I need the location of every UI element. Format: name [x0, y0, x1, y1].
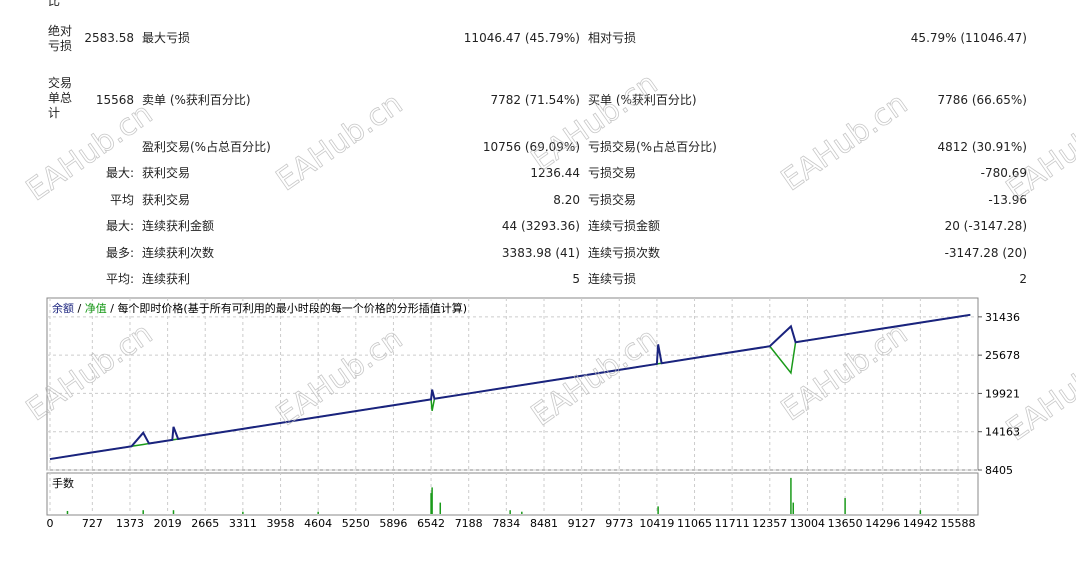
stats-cell: 2583.58 [84, 31, 134, 45]
stats-cell: 获利交易 [142, 193, 191, 207]
stats-cell: 亏损交易 [588, 166, 637, 180]
stats-cell: 7786 (66.65%) [937, 93, 1027, 107]
x-tick-label: 11065 [677, 517, 712, 530]
y-tick-label: 8405 [985, 464, 1013, 477]
x-tick-label: 12357 [752, 517, 787, 530]
x-tick-label: 10419 [639, 517, 674, 530]
stats-cell: 亏损交易 [588, 193, 637, 207]
stats-cell: 最大: [105, 219, 134, 233]
x-tick-label: 2019 [154, 517, 182, 530]
volume-label: 手数 [52, 476, 74, 490]
stats-cell: 4812 (30.91%) [937, 140, 1027, 154]
legend-note: 每个即时价格(基于所有可利用的最小时段的每一个价格的分形插值计算) [117, 301, 467, 315]
x-tick-label: 7188 [455, 517, 483, 530]
stats-cell: 交易 单总 计 [48, 76, 73, 120]
x-tick-label: 1373 [116, 517, 144, 530]
stats-cell: 1236.44 [530, 166, 580, 180]
legend-sep: / [110, 302, 114, 315]
stats-cell: 7782 (71.54%) [490, 93, 580, 107]
main-panel [46, 297, 979, 471]
stats-cell: 15568 [95, 93, 134, 107]
x-tick-label: 14942 [903, 517, 938, 530]
stats-cell: 45.79% (11046.47) [910, 31, 1027, 45]
stats-cell: 连续获利 [142, 272, 191, 286]
y-tick-label: 14163 [985, 426, 1020, 439]
stats-cell: 最大: [105, 166, 134, 180]
volume-panel [46, 472, 979, 516]
stats-cell: 44 (3293.36) [501, 219, 580, 233]
series-line [49, 313, 971, 461]
watermark: EAHub.cn [20, 96, 159, 208]
x-tick-label: 2665 [191, 517, 219, 530]
x-tick-label: 15588 [940, 517, 975, 530]
legend-equity: 净值 [85, 301, 107, 315]
stats-cell: 连续亏损次数 [588, 246, 661, 260]
stats-cell: 2 [1019, 272, 1027, 286]
stats-cell: 平均: [105, 272, 134, 286]
stats-cell: 连续亏损金额 [588, 219, 661, 233]
stats-cell: -13.96 [988, 193, 1027, 207]
stats-cell: 最大亏损 [142, 31, 191, 45]
stats-cell: 平均 [109, 193, 134, 207]
x-tick-label: 3958 [267, 517, 295, 530]
watermark: EAHub.cn [270, 86, 409, 198]
legend: 余额 / 净值 / 每个即时价格(基于所有可利用的最小时段的每一个价格的分形插值… [52, 301, 467, 315]
legend-balance: 余额 [52, 301, 74, 315]
x-tick-label: 6542 [417, 517, 445, 530]
x-tick-label: 4604 [304, 517, 332, 530]
stats-cell: 8.20 [553, 193, 580, 207]
stats-cell: 连续获利次数 [142, 246, 215, 260]
stats-cell: 获利交易 [142, 166, 191, 180]
watermark: EAHub.cn [1000, 96, 1076, 208]
x-tick-label: 9127 [568, 517, 596, 530]
stats-cell: 10756 (69.09%) [482, 140, 580, 154]
x-tick-label: 13004 [790, 517, 825, 530]
x-tick-label: 13650 [828, 517, 863, 530]
y-tick-label: 19921 [985, 387, 1020, 400]
stats-cell: 卖单 (%获利百分比) [142, 93, 251, 107]
stats-cell: 11046.47 (45.79%) [463, 31, 580, 45]
stats-cell: 连续亏损 [588, 272, 637, 286]
y-tick-label: 31436 [985, 311, 1020, 324]
stats-cell: 连续获利金额 [142, 219, 215, 233]
x-tick-label: 8481 [530, 517, 558, 530]
x-tick-label: 5250 [342, 517, 370, 530]
legend-sep: / [78, 302, 82, 315]
x-tick-label: 3311 [229, 517, 257, 530]
stats-cell: -780.69 [980, 166, 1027, 180]
x-tick-label: 9773 [605, 517, 633, 530]
watermark: EAHub.cn [525, 66, 664, 178]
watermark: EAHub.cn [775, 86, 914, 198]
x-tick-label: 14296 [865, 517, 900, 530]
stats-cell: 买单 (%获利百分比) [588, 93, 697, 107]
partial-label: 比 [48, 0, 61, 8]
stats-cell: 3383.98 (41) [501, 246, 580, 260]
stats-cell: 相对亏损 [588, 31, 637, 45]
y-tick-label: 25678 [985, 349, 1020, 362]
x-tick-label: 0 [47, 517, 54, 530]
stats-cell: 最多: [105, 246, 134, 260]
stats-cell: 5 [572, 272, 580, 286]
stats-cell: 盈利交易(%占总百分比) [142, 140, 271, 154]
stats-cell: -3147.28 (20) [944, 246, 1027, 260]
x-tick-label: 5896 [379, 517, 407, 530]
x-tick-label: 7834 [492, 517, 520, 530]
stats-cell: 亏损交易(%占总百分比) [588, 140, 717, 154]
stats-cell: 绝对 亏损 [48, 24, 73, 53]
stats-cell: 20 (-3147.28) [944, 219, 1027, 233]
x-tick-label: 11711 [715, 517, 750, 530]
x-tick-label: 727 [82, 517, 103, 530]
